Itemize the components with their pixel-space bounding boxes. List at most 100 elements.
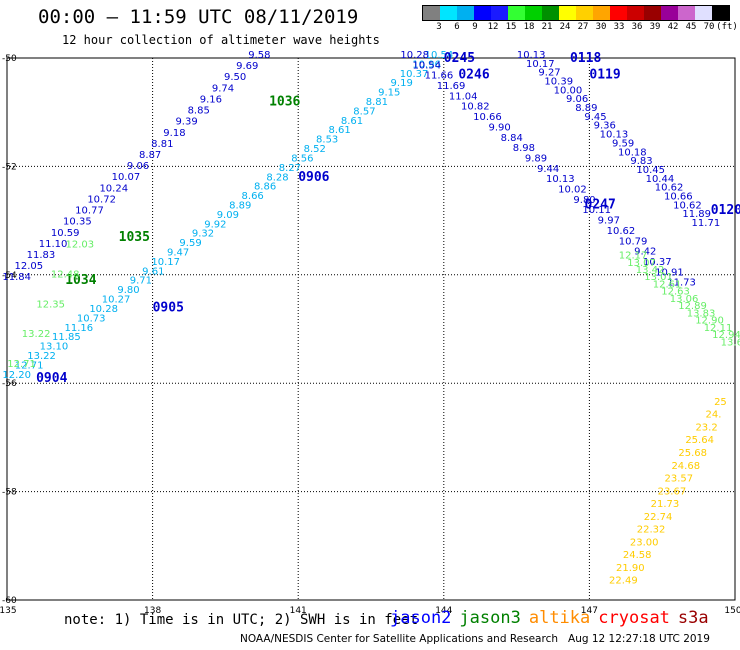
wave-height-value: 10.28 bbox=[89, 304, 118, 315]
wave-height-value: 9.90 bbox=[488, 122, 510, 133]
pass-time-label: 0906 bbox=[298, 170, 329, 185]
wave-height-value: 10.02 bbox=[558, 185, 587, 196]
wave-height-value: 9.15 bbox=[378, 88, 400, 99]
satellite-jason2-label: jason2 bbox=[390, 608, 451, 628]
latitude-tick-label: -58 bbox=[2, 488, 17, 498]
pass-time-label: 0119 bbox=[589, 67, 620, 82]
wave-height-value: 8.81 bbox=[366, 97, 388, 108]
wave-height-value: 23.00 bbox=[630, 537, 659, 548]
wave-height-value: 10.28 bbox=[400, 50, 429, 61]
latitude-tick-label: -60 bbox=[2, 596, 17, 606]
wave-height-value: 22.49 bbox=[609, 576, 638, 587]
wave-height-value: 12.03 bbox=[65, 240, 94, 251]
satellite-cryosat-label: cryosat bbox=[598, 608, 670, 628]
satellite-jason3-label: jason3 bbox=[459, 608, 520, 628]
wave-height-value: 10.72 bbox=[87, 194, 116, 205]
wave-height-value: 9.19 bbox=[391, 78, 413, 89]
wave-height-value: 25.64 bbox=[685, 435, 714, 446]
wave-height-value: 8.66 bbox=[242, 191, 264, 202]
wave-height-value: 12.20 bbox=[2, 370, 31, 381]
wave-height-value: 8.89 bbox=[229, 200, 251, 211]
wave-height-value: 8.61 bbox=[341, 116, 363, 127]
wave-height-value: 9.18 bbox=[163, 128, 185, 139]
wave-height-value: 8.85 bbox=[188, 106, 210, 117]
wave-height-value: 8.98 bbox=[513, 143, 535, 154]
wave-height-value: 11.85 bbox=[52, 332, 81, 343]
pass-time-label: 0120 bbox=[711, 203, 740, 218]
wave-height-value: 23.67 bbox=[658, 486, 687, 497]
wave-height-value: 12.05 bbox=[15, 261, 44, 272]
wave-height-value: 12.35 bbox=[36, 299, 65, 310]
wave-height-value: 10.79 bbox=[619, 236, 648, 247]
pass-time-label: 1036 bbox=[269, 94, 300, 109]
wave-height-value: 22.74 bbox=[644, 512, 673, 523]
credit-line: NOAA/NESDIS Center for Satellite Applica… bbox=[240, 633, 710, 645]
wave-height-value: 8.52 bbox=[304, 144, 326, 155]
wave-height-value: 8.61 bbox=[328, 125, 350, 136]
wave-height-value: 9.39 bbox=[175, 117, 197, 128]
wave-height-value: 10.73 bbox=[77, 313, 106, 324]
wave-height-value: 24.58 bbox=[623, 550, 652, 561]
wave-height-value: 21.90 bbox=[616, 563, 645, 574]
wave-height-value: 9.59 bbox=[179, 238, 201, 249]
wave-height-value: 10.17 bbox=[151, 257, 180, 268]
satellite-legend: jason2 jason3 altika cryosat s3a bbox=[390, 608, 717, 628]
wave-height-value: 10.59 bbox=[51, 228, 80, 239]
wave-height-value: 11.04 bbox=[449, 91, 478, 102]
wave-height-value: 10.62 bbox=[607, 226, 636, 237]
pass-time-label: 0247 bbox=[585, 197, 616, 212]
wave-height-value: 25.68 bbox=[678, 448, 707, 459]
wave-height-value: 11.71 bbox=[692, 218, 721, 229]
pass-time-label: 1035 bbox=[119, 230, 150, 245]
wave-height-value: 9.71 bbox=[130, 276, 152, 287]
wave-height-value: 11.16 bbox=[64, 323, 93, 334]
latitude-tick-label: -52 bbox=[2, 162, 17, 172]
wave-height-value: 12.71 bbox=[7, 359, 36, 370]
wave-height-value: 9.80 bbox=[117, 285, 139, 296]
wave-height-value: 13.10 bbox=[40, 342, 69, 353]
satellite-s3a-label: s3a bbox=[678, 608, 709, 628]
wave-height-value: 9.92 bbox=[204, 219, 226, 230]
wave-height-value: 8.53 bbox=[316, 135, 338, 146]
wave-height-value: 22.32 bbox=[637, 525, 666, 536]
wave-height-value: 11.83 bbox=[27, 250, 56, 261]
wave-height-value: 9.09 bbox=[217, 210, 239, 221]
wave-height-value: 10.66 bbox=[473, 112, 502, 123]
wave-height-value: 10.82 bbox=[461, 102, 490, 113]
wave-height-value: 8.57 bbox=[353, 106, 375, 117]
wave-height-value: 13.22 bbox=[22, 329, 51, 340]
wave-height-value: 9.58 bbox=[248, 50, 270, 61]
wave-height-value: 9.06 bbox=[127, 161, 149, 172]
wave-height-value: 9.61 bbox=[142, 266, 164, 277]
longitude-tick-label: 135 bbox=[0, 606, 17, 616]
wave-height-value: 9.50 bbox=[224, 72, 246, 83]
wave-height-value: 24.68 bbox=[671, 461, 700, 472]
wave-height-value: 21.73 bbox=[651, 499, 680, 510]
wave-height-value: 10.24 bbox=[99, 183, 128, 194]
pass-time-label: 0118 bbox=[570, 51, 601, 66]
wave-height-value: 9.32 bbox=[192, 229, 214, 240]
wave-height-value: 9.89 bbox=[525, 153, 547, 164]
wave-height-value: 8.84 bbox=[501, 133, 523, 144]
wave-height-value: 10.77 bbox=[75, 206, 104, 217]
satellite-altika-label: altika bbox=[529, 608, 590, 628]
wave-height-value: 23.57 bbox=[665, 474, 694, 485]
wave-height-value: 23.2 bbox=[695, 422, 717, 433]
wave-height-value: 8.56 bbox=[291, 153, 313, 164]
wave-height-value: 9.16 bbox=[200, 94, 222, 105]
wave-height-value: 10.07 bbox=[112, 172, 141, 183]
wave-height-value: 8.28 bbox=[266, 172, 288, 183]
wave-height-value: 9.69 bbox=[236, 61, 258, 72]
pass-time-label: 0246 bbox=[458, 67, 489, 82]
wave-height-value: 25 bbox=[714, 397, 727, 408]
wave-height-value: 9.47 bbox=[167, 248, 189, 259]
pass-time-label: 0245 bbox=[444, 51, 475, 66]
pass-time-label: 0904 bbox=[36, 371, 67, 386]
wave-height-value: 11.10 bbox=[39, 239, 68, 250]
longitude-tick-label: 150 bbox=[724, 606, 740, 616]
pass-time-label: 0905 bbox=[153, 300, 184, 315]
wave-height-value: 9.74 bbox=[212, 83, 234, 94]
wave-height-value: 10.54 bbox=[412, 60, 441, 71]
wave-height-value: 11.84 bbox=[2, 272, 31, 283]
